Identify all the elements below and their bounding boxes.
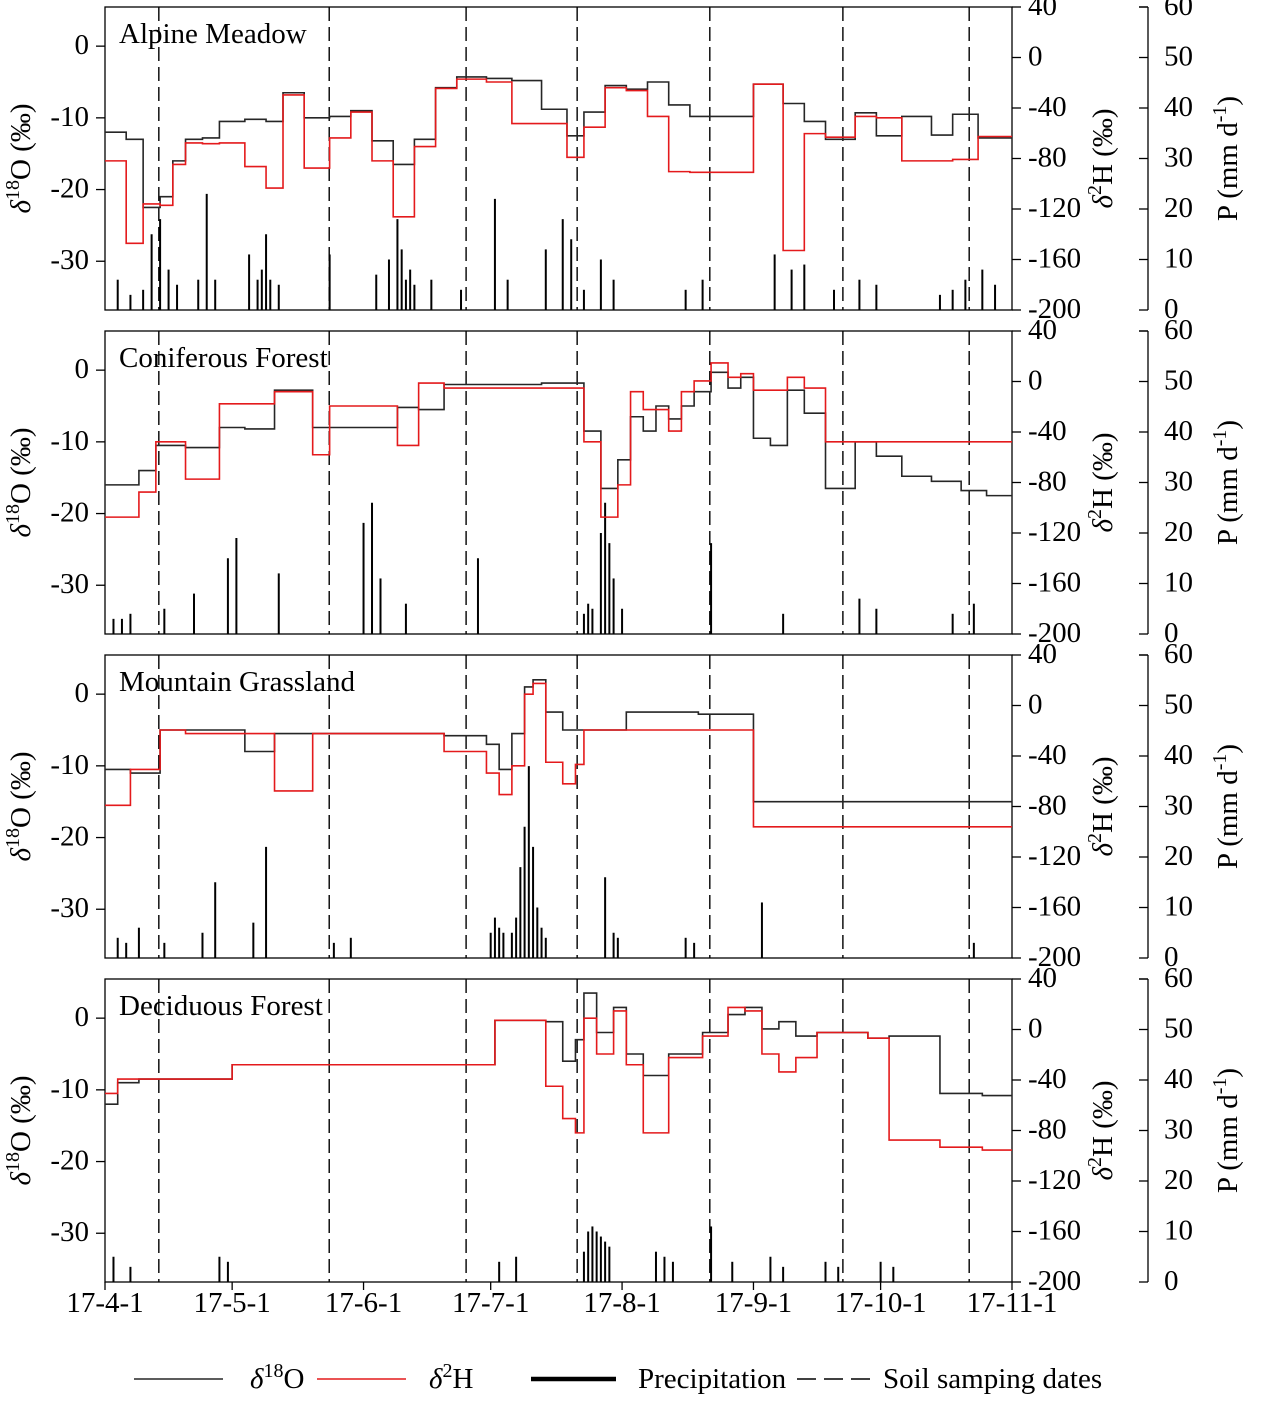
svg-text:-160: -160 [1028, 567, 1081, 599]
svg-text:-20: -20 [50, 497, 89, 529]
svg-text:Deciduous Forest: Deciduous Forest [119, 990, 323, 1022]
svg-text:0: 0 [1028, 689, 1043, 721]
svg-text:-120: -120 [1028, 516, 1081, 548]
svg-text:-80: -80 [1028, 142, 1067, 174]
svg-text:17-8-1: 17-8-1 [583, 1287, 660, 1319]
svg-text:-120: -120 [1028, 840, 1081, 872]
svg-text:0: 0 [1028, 41, 1043, 73]
svg-text:40: 40 [1028, 638, 1057, 670]
svg-text:-30: -30 [50, 892, 89, 924]
svg-text:17-6-1: 17-6-1 [325, 1287, 402, 1319]
svg-text:-40: -40 [1028, 1063, 1067, 1095]
svg-text:30: 30 [1164, 466, 1193, 498]
svg-text:-20: -20 [50, 1145, 89, 1177]
svg-text:17-10-1: 17-10-1 [835, 1287, 927, 1319]
svg-text:-30: -30 [50, 568, 89, 600]
svg-text:-120: -120 [1028, 192, 1081, 224]
svg-text:Mountain Grassland: Mountain Grassland [119, 666, 355, 698]
svg-text:10: 10 [1164, 891, 1193, 923]
svg-text:Precipitation: Precipitation [638, 1363, 787, 1395]
svg-text:-10: -10 [50, 101, 89, 133]
svg-text:20: 20 [1164, 840, 1193, 872]
svg-text:-30: -30 [50, 244, 89, 276]
svg-text:10: 10 [1164, 1215, 1193, 1247]
svg-text:40: 40 [1164, 415, 1193, 447]
svg-text:17-5-1: 17-5-1 [193, 1287, 270, 1319]
svg-text:20: 20 [1164, 1164, 1193, 1196]
svg-text:-40: -40 [1028, 91, 1067, 123]
svg-text:60: 60 [1164, 0, 1193, 22]
svg-text:40: 40 [1028, 314, 1057, 346]
svg-text:-160: -160 [1028, 1215, 1081, 1247]
svg-text:40: 40 [1028, 0, 1057, 22]
svg-text:-10: -10 [50, 1073, 89, 1105]
svg-text:0: 0 [1164, 1265, 1179, 1297]
svg-text:17-9-1: 17-9-1 [715, 1287, 792, 1319]
svg-text:-10: -10 [50, 749, 89, 781]
svg-text:60: 60 [1164, 314, 1193, 346]
svg-text:0: 0 [75, 677, 90, 709]
svg-text:-20: -20 [50, 173, 89, 205]
svg-text:Alpine Meadow: Alpine Meadow [119, 18, 307, 50]
svg-text:0: 0 [75, 1001, 90, 1033]
svg-text:20: 20 [1164, 192, 1193, 224]
svg-text:-40: -40 [1028, 415, 1067, 447]
svg-text:50: 50 [1164, 41, 1193, 73]
svg-text:40: 40 [1164, 1063, 1193, 1095]
svg-text:0: 0 [75, 353, 90, 385]
svg-text:17-11-1: 17-11-1 [967, 1287, 1058, 1319]
svg-text:-80: -80 [1028, 790, 1067, 822]
svg-text:50: 50 [1164, 365, 1193, 397]
svg-text:-30: -30 [50, 1216, 89, 1248]
svg-text:60: 60 [1164, 638, 1193, 670]
svg-text:-160: -160 [1028, 891, 1081, 923]
svg-text:-40: -40 [1028, 739, 1067, 771]
svg-text:0: 0 [1028, 1013, 1043, 1045]
svg-text:10: 10 [1164, 243, 1193, 275]
svg-text:20: 20 [1164, 516, 1193, 548]
svg-text:-80: -80 [1028, 1114, 1067, 1146]
svg-text:-120: -120 [1028, 1164, 1081, 1196]
svg-text:-10: -10 [50, 425, 89, 457]
svg-text:17-4-1: 17-4-1 [66, 1287, 143, 1319]
svg-text:50: 50 [1164, 1013, 1193, 1045]
svg-text:0: 0 [1028, 365, 1043, 397]
svg-text:17-7-1: 17-7-1 [452, 1287, 529, 1319]
svg-text:-80: -80 [1028, 466, 1067, 498]
svg-text:-160: -160 [1028, 243, 1081, 275]
svg-text:0: 0 [75, 29, 90, 61]
svg-text:40: 40 [1164, 739, 1193, 771]
svg-text:Coniferous Forest: Coniferous Forest [119, 342, 328, 374]
svg-text:30: 30 [1164, 790, 1193, 822]
svg-text:30: 30 [1164, 142, 1193, 174]
svg-text:10: 10 [1164, 567, 1193, 599]
svg-text:40: 40 [1164, 91, 1193, 123]
svg-text:-20: -20 [50, 821, 89, 853]
svg-text:30: 30 [1164, 1114, 1193, 1146]
svg-text:60: 60 [1164, 962, 1193, 994]
svg-text:Soil samping dates: Soil samping dates [883, 1363, 1102, 1395]
svg-text:50: 50 [1164, 689, 1193, 721]
svg-text:40: 40 [1028, 962, 1057, 994]
